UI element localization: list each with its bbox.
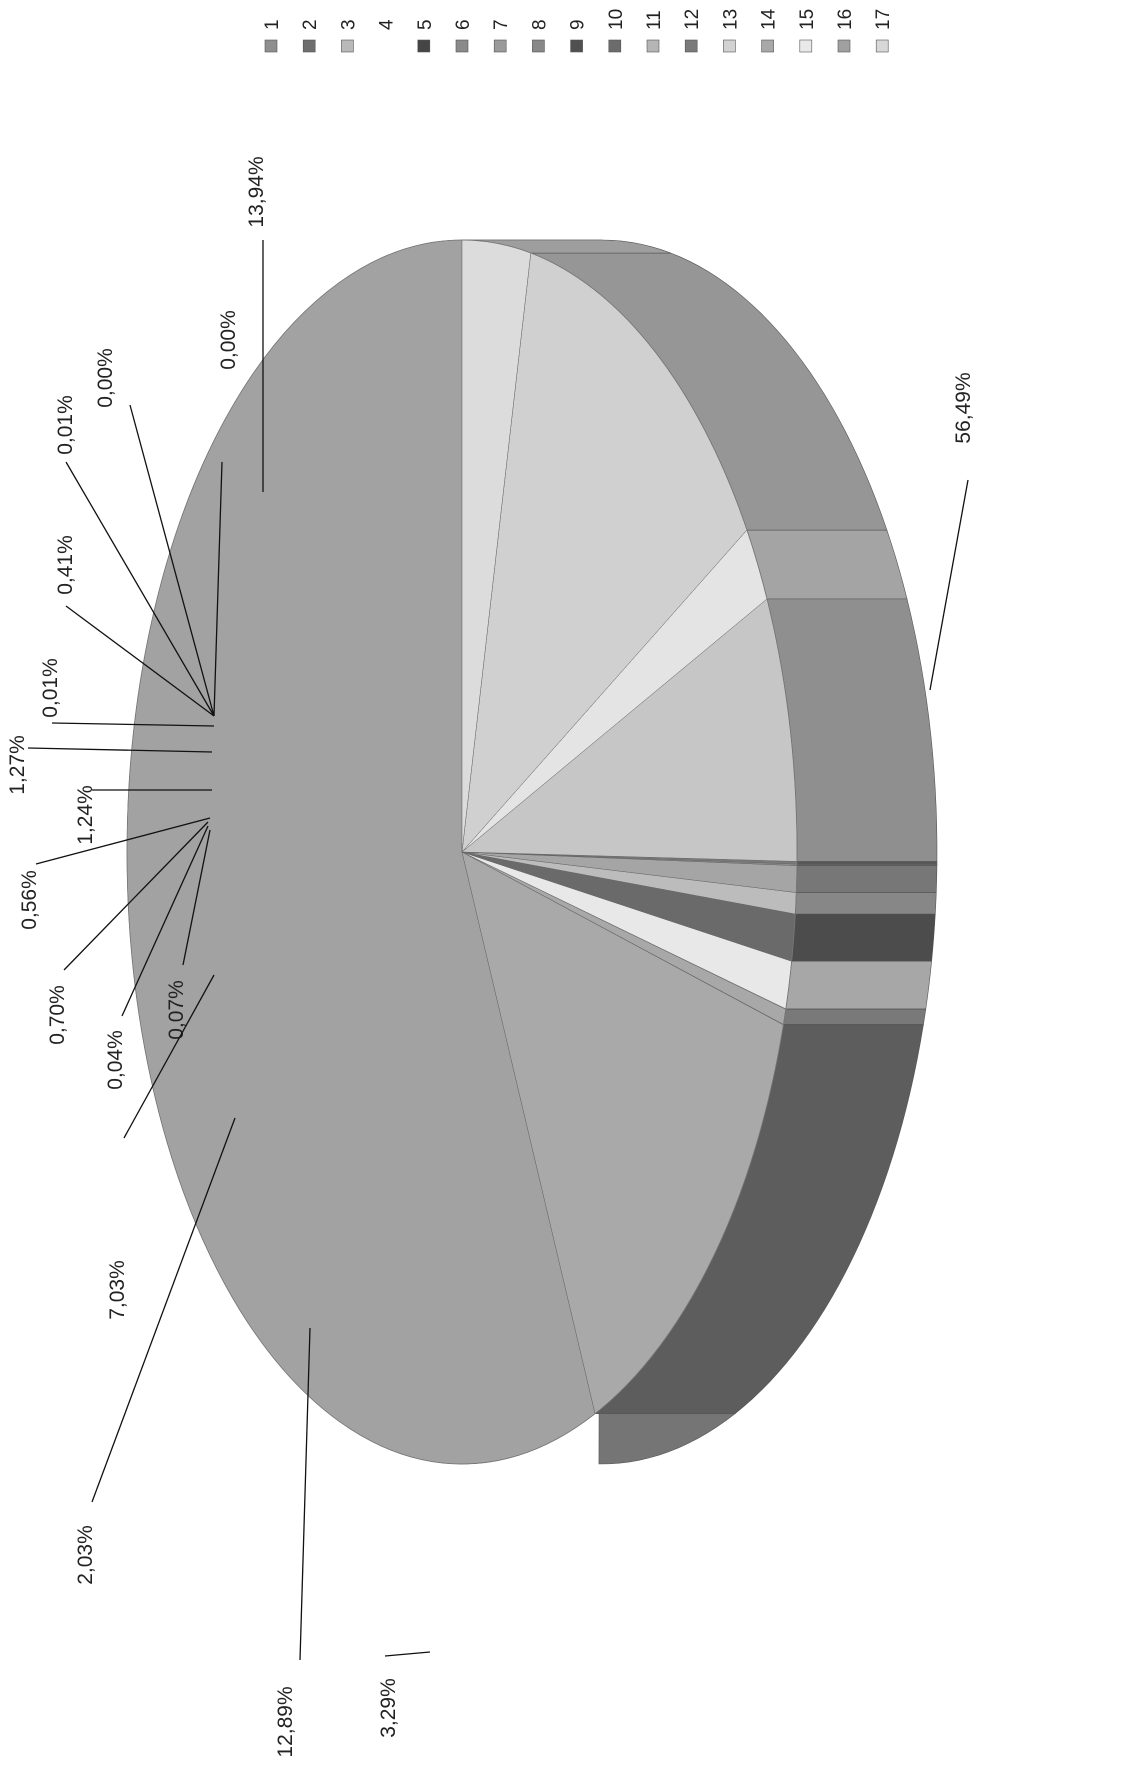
data-label-17: 3,29%	[377, 1678, 400, 1738]
legend-label-8: 8	[529, 19, 550, 30]
data-label-5: 0,01%	[54, 395, 77, 455]
data-label-12: 0,04%	[104, 1030, 127, 1090]
pie-slice-side-10	[795, 893, 936, 914]
pie-slice-side-15	[747, 530, 907, 599]
legend-label-6: 6	[453, 19, 474, 30]
pie-slice-side-8	[786, 961, 932, 1009]
legend-swatch-3	[341, 40, 353, 52]
leader-line-17	[385, 1652, 430, 1656]
legend-label-10: 10	[606, 9, 627, 30]
data-label-3: 0,00%	[217, 310, 240, 370]
legend-label-5: 5	[415, 19, 436, 30]
legend-swatch-15	[800, 40, 812, 52]
legend-swatch-16	[838, 40, 850, 52]
pie-plot-area	[127, 240, 937, 1464]
legend-swatch-10	[609, 40, 621, 52]
legend-swatch-13	[723, 40, 735, 52]
data-label-13: 0,07%	[165, 980, 188, 1040]
legend-label-3: 3	[338, 19, 359, 30]
legend-label-14: 14	[759, 8, 780, 30]
data-label-6: 0,41%	[54, 535, 77, 595]
legend-label-1: 1	[262, 19, 283, 30]
data-label-16: 12,89%	[274, 1686, 297, 1757]
data-label-11: 0,70%	[46, 985, 69, 1045]
data-label-4: 0,00%	[94, 348, 117, 408]
legend-swatch-4	[380, 40, 392, 52]
leader-line-1	[930, 480, 968, 690]
legend-swatch-7	[494, 40, 506, 52]
legend-swatch-17	[876, 40, 888, 52]
legend-label-16: 16	[835, 9, 856, 30]
data-label-7: 0,01%	[39, 658, 62, 718]
legend-label-7: 7	[491, 19, 512, 30]
legend-label-15: 15	[797, 9, 818, 30]
pie-slice-side-11	[796, 866, 937, 893]
pie-slice-side-6	[783, 1009, 925, 1024]
data-label-10: 0,56%	[18, 870, 41, 930]
legend-label-17: 17	[873, 9, 894, 30]
legend-label-13: 13	[720, 9, 741, 30]
legend-swatch-14	[762, 40, 774, 52]
legend-swatch-6	[456, 40, 468, 52]
pie-slice-side-9	[792, 914, 936, 961]
pie-slice-side-13	[797, 861, 937, 864]
legend-swatch-2	[303, 40, 315, 52]
legend-swatch-11	[647, 40, 659, 52]
legend-label-12: 12	[682, 9, 703, 30]
data-label-1: 56,49%	[952, 372, 975, 443]
legend-swatch-5	[418, 40, 430, 52]
legend-swatch-8	[532, 40, 544, 52]
data-label-9: 1,24%	[74, 785, 97, 845]
legend-swatch-12	[685, 40, 697, 52]
legend-swatch-9	[571, 40, 583, 52]
legend-label-4: 4	[377, 19, 398, 30]
data-label-15: 2,03%	[74, 1525, 97, 1585]
legend-swatch-1	[265, 40, 277, 52]
legend-label-11: 11	[644, 10, 665, 30]
legend-label-2: 2	[300, 19, 321, 30]
data-label-14: 7,03%	[106, 1260, 129, 1320]
data-label-8: 1,27%	[6, 735, 29, 795]
legend-label-9: 9	[568, 19, 589, 30]
data-label-2: 13,94%	[245, 156, 268, 227]
